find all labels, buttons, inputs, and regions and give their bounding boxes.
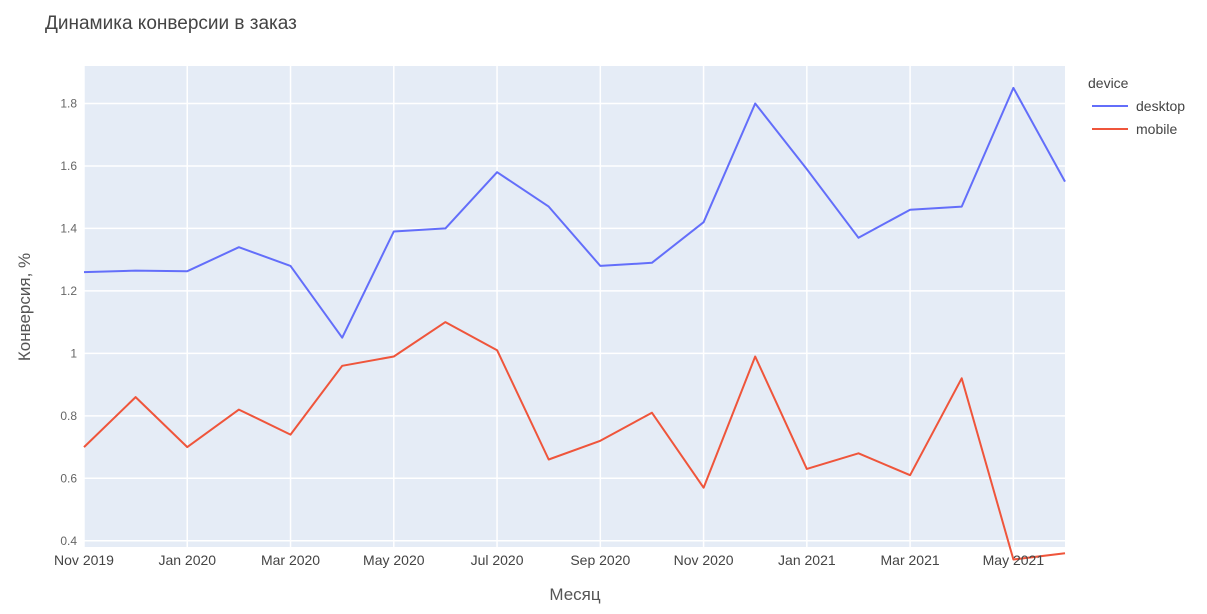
grid: [83, 66, 1065, 547]
x-tick-label: Jan 2021: [778, 552, 836, 568]
y-axis-title: Конверсия, %: [15, 253, 34, 361]
x-tick-label: Nov 2019: [54, 552, 114, 568]
plot-area: [84, 66, 1065, 547]
chart-title: Динамика конверсии в заказ: [45, 13, 297, 34]
legend: device desktop mobile: [1088, 75, 1185, 137]
x-axis-title: Месяц: [549, 585, 601, 604]
legend-label-mobile[interactable]: mobile: [1136, 121, 1177, 137]
x-tick-label: Jul 2020: [471, 552, 524, 568]
x-tick-label: May 2020: [363, 552, 425, 568]
legend-label-desktop[interactable]: desktop: [1136, 98, 1185, 114]
series-line-mobile: [83, 321, 1066, 561]
x-tick-label: Sep 2020: [570, 552, 630, 568]
y-tick-label: 1: [70, 346, 77, 360]
y-tick-label: 1.8: [60, 96, 77, 110]
y-axis-ticks: 0.4 0.6 0.8 1 1.2 1.4 1.6 1.8: [60, 96, 77, 547]
y-tick-label: 1.6: [60, 159, 77, 173]
y-tick-label: 1.2: [60, 284, 77, 298]
x-axis-ticks: Nov 2019 Jan 2020 Mar 2020 May 2020 Jul 2020…: [54, 552, 1044, 568]
series-lines: [83, 86, 1066, 561]
y-tick-label: 0.4: [60, 534, 77, 548]
y-tick-label: 0.6: [60, 471, 77, 485]
legend-title: device: [1088, 75, 1129, 91]
x-tick-label: Mar 2021: [881, 552, 940, 568]
x-tick-label: Mar 2020: [261, 552, 320, 568]
series-line-desktop: [83, 86, 1066, 339]
x-tick-label: May 2021: [983, 552, 1045, 568]
x-tick-label: Nov 2020: [674, 552, 734, 568]
y-tick-label: 0.8: [60, 409, 77, 423]
y-tick-label: 1.4: [60, 221, 77, 235]
x-tick-label: Jan 2020: [158, 552, 216, 568]
